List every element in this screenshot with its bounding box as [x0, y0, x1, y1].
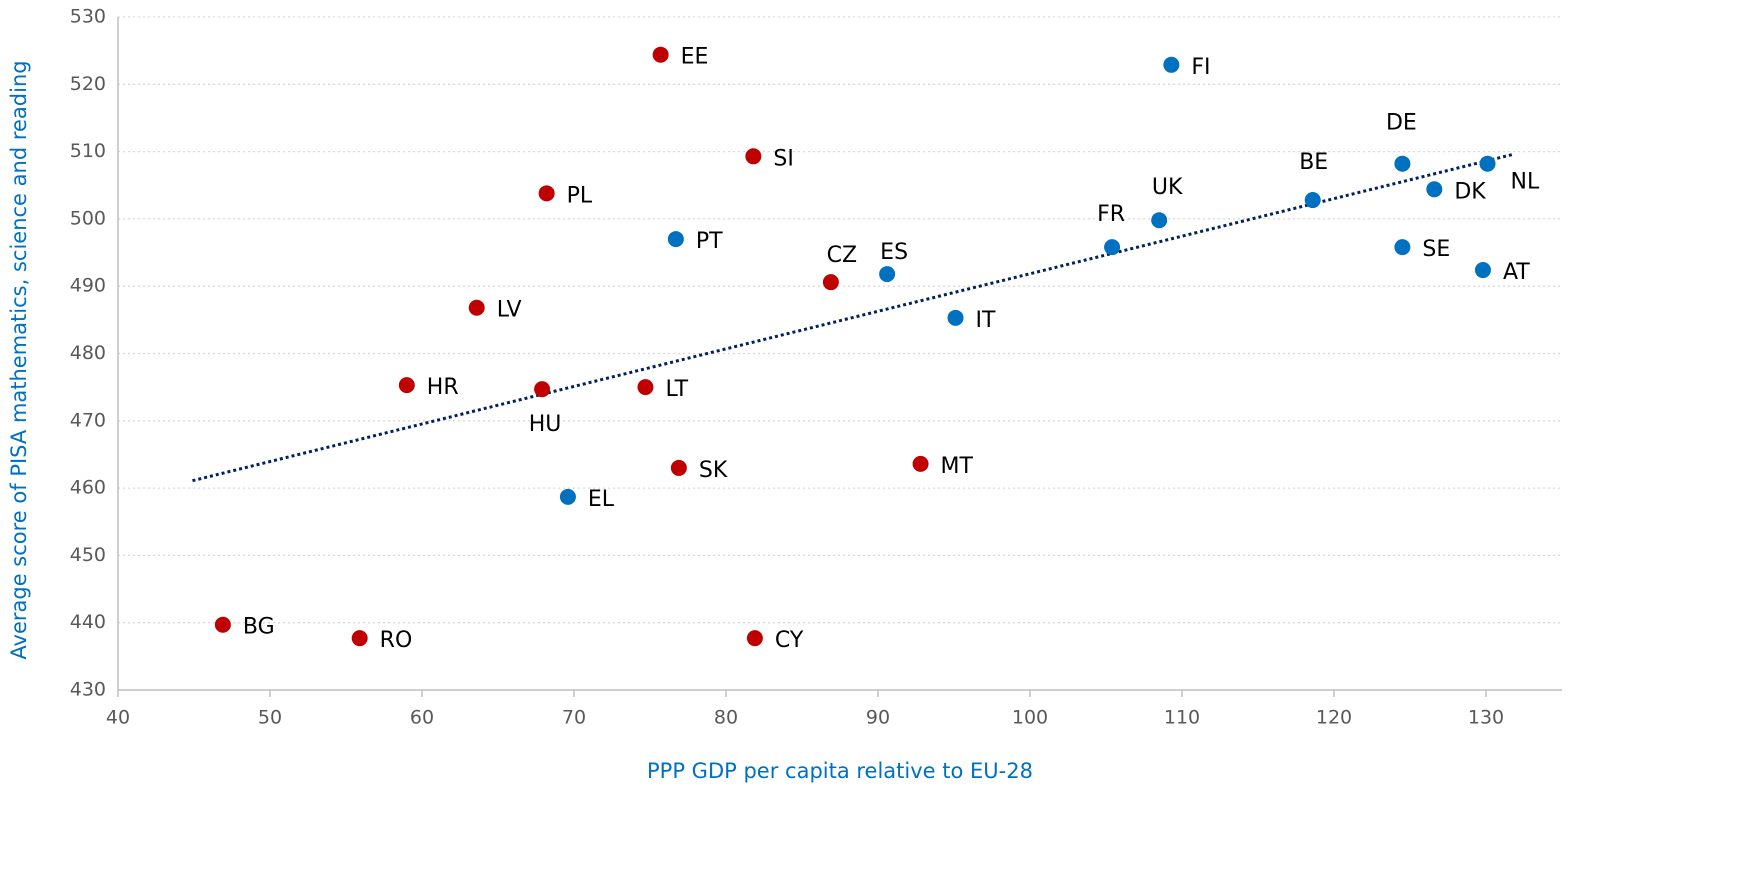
point	[468, 299, 485, 316]
point-label: CY	[775, 628, 804, 653]
point-label: UK	[1152, 175, 1183, 200]
point	[214, 616, 231, 633]
point	[912, 455, 929, 472]
x-tick-label: 70	[562, 707, 586, 729]
point-label: IT	[976, 308, 996, 333]
point	[822, 274, 839, 291]
point	[1151, 212, 1168, 229]
x-tick-label: 90	[866, 707, 890, 729]
y-tick-label: 510	[70, 140, 106, 162]
point-label: NL	[1511, 170, 1540, 195]
point-label: BG	[243, 615, 275, 640]
point	[670, 459, 687, 476]
x-tick-label: 40	[106, 707, 130, 729]
x-tick-label: 130	[1468, 707, 1504, 729]
x-tick-label: 120	[1316, 707, 1352, 729]
point-label: DE	[1386, 111, 1417, 136]
x-tick-label: 80	[714, 707, 738, 729]
point-label: EL	[588, 487, 615, 512]
point	[538, 185, 555, 202]
point-label: SK	[699, 458, 728, 483]
point	[398, 377, 415, 394]
x-axis-title: PPP GDP per capita relative to EU-28	[647, 759, 1033, 783]
point	[1394, 155, 1411, 172]
y-tick-label: 430	[70, 679, 106, 701]
point-label: PL	[567, 183, 593, 208]
point	[652, 46, 669, 63]
y-tick-label: 440	[70, 611, 106, 633]
x-tick-label: 100	[1012, 707, 1048, 729]
point-label: LT	[665, 377, 688, 402]
x-tick-label: 60	[410, 707, 434, 729]
point-label: AT	[1503, 260, 1530, 285]
point-label: DK	[1454, 179, 1486, 204]
point-label: RO	[380, 628, 413, 653]
point	[1104, 239, 1121, 256]
y-tick-label: 460	[70, 477, 106, 499]
point-label: FR	[1097, 202, 1125, 227]
x-tick-label: 50	[258, 707, 282, 729]
point-label: EE	[681, 45, 709, 70]
y-tick-label: 470	[70, 409, 106, 431]
y-tick-label: 500	[70, 207, 106, 229]
trend-line	[192, 152, 1514, 483]
point-label: PT	[696, 229, 723, 254]
point-label: MT	[941, 454, 974, 479]
y-tick-label: 480	[70, 342, 106, 364]
point	[1304, 192, 1321, 209]
point-label: SI	[773, 146, 793, 171]
point	[637, 379, 654, 396]
y-tick-label: 490	[70, 275, 106, 297]
point-label: FI	[1191, 55, 1210, 80]
y-axis-title: Average score of PISA mathematics, scien…	[7, 60, 31, 659]
y-tick-label: 530	[70, 6, 106, 28]
point-label: ES	[880, 240, 908, 265]
point	[667, 231, 684, 248]
point	[351, 630, 368, 647]
y-tick-label: 520	[70, 73, 106, 95]
point	[745, 148, 762, 165]
point-label: CZ	[827, 243, 857, 268]
point-label: LV	[497, 298, 522, 323]
x-tick-label: 110	[1164, 707, 1200, 729]
point	[559, 488, 576, 505]
point	[879, 266, 896, 283]
point	[1394, 239, 1411, 256]
point-label: SE	[1422, 237, 1450, 262]
point	[947, 309, 964, 326]
point-label: BE	[1299, 150, 1328, 175]
point	[1163, 56, 1180, 73]
point	[746, 630, 763, 647]
y-tick-label: 450	[70, 544, 106, 566]
point	[1479, 155, 1496, 172]
point	[534, 381, 551, 398]
point-label: HR	[427, 375, 459, 400]
point	[1474, 262, 1491, 279]
point-label: HU	[529, 412, 562, 437]
point	[1426, 181, 1443, 198]
